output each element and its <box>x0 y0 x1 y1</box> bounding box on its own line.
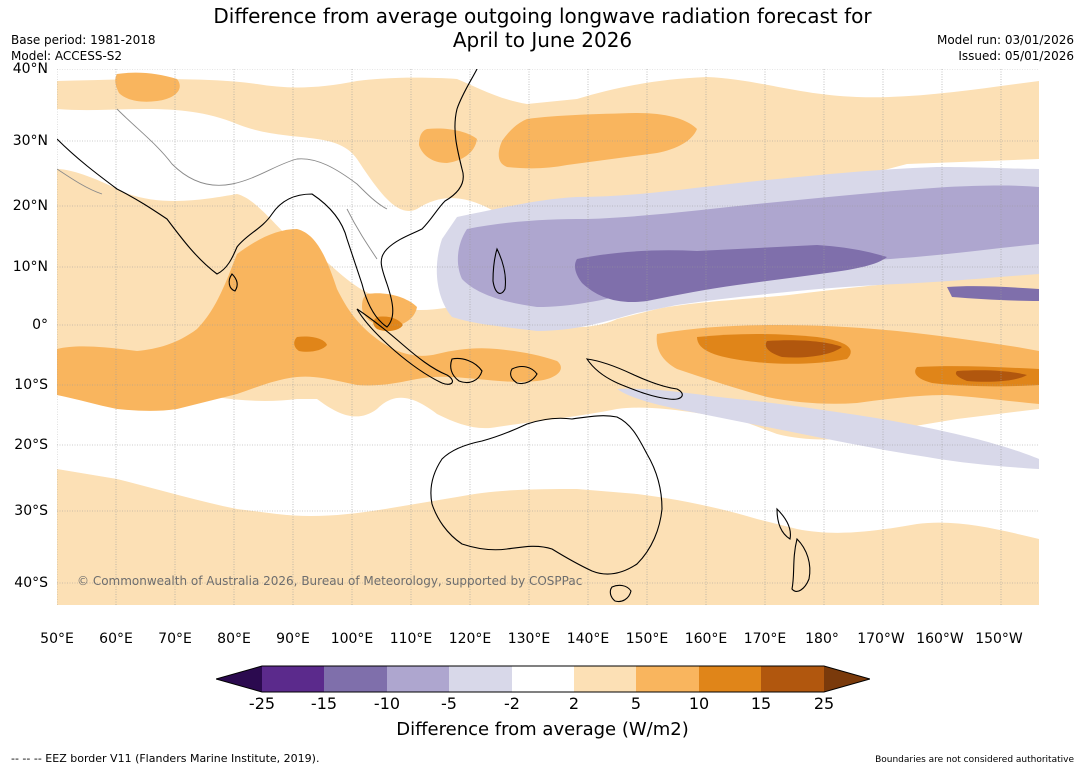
colorbar-tick: -10 <box>373 694 401 713</box>
lon-label: 170°E <box>743 631 787 647</box>
lon-label: 130°E <box>507 631 551 647</box>
meta-left: Base period: 1981-2018 Model: ACCESS-S2 <box>11 32 156 64</box>
lon-label: 150°W <box>975 631 1023 647</box>
colorbar-swatch <box>324 666 387 692</box>
colorbar-outline <box>216 665 870 693</box>
gridlines <box>57 69 1039 605</box>
colorbar-tick: -5 <box>441 694 457 713</box>
lon-label: 50°E <box>40 631 74 647</box>
colorbar-swatch <box>387 666 449 692</box>
lon-label: 110°E <box>389 631 433 647</box>
lon-label: 180° <box>805 631 839 647</box>
colorbar-tick: 15 <box>750 694 772 713</box>
lon-label: 160°W <box>916 631 964 647</box>
colorbar-tick: -2 <box>504 694 520 713</box>
colorbar-swatch <box>699 666 761 692</box>
colorbar-tick: 5 <box>630 694 642 713</box>
colorbar-swatch <box>761 666 824 692</box>
lon-label: 70°E <box>158 631 192 647</box>
lon-label: 90°E <box>276 631 310 647</box>
map-area[interactable] <box>57 69 1039 605</box>
lat-label: 10°S <box>14 377 48 393</box>
positive-anomaly-very-strong <box>765 340 1027 382</box>
map-canvas <box>57 69 1039 605</box>
colorbar-swatch <box>262 666 324 692</box>
colorbar-extend-low <box>216 666 262 692</box>
title-line-2: April to June 2026 <box>452 28 633 52</box>
lon-label: 170°W <box>857 631 905 647</box>
lon-label: 80°E <box>217 631 251 647</box>
colorbar-title: Difference from average (W/m2) <box>396 719 689 740</box>
lon-label: 60°E <box>99 631 133 647</box>
colorbar-tick: -25 <box>248 694 276 713</box>
issued-date: Issued: 05/01/2026 <box>958 49 1074 63</box>
lat-label: 10°N <box>12 259 48 275</box>
political-borders <box>57 108 388 260</box>
lat-label: 40°S <box>14 575 48 591</box>
coastlines <box>57 69 811 603</box>
meta-right: Model run: 03/01/2026 Issued: 05/01/2026 <box>937 32 1074 64</box>
colorbar <box>216 665 870 693</box>
map-title: Difference from average outgoing longwav… <box>0 4 1085 52</box>
colorbar-swatch <box>512 666 574 692</box>
lat-label: 20°S <box>14 437 48 453</box>
positive-anomaly-medium <box>57 72 1039 411</box>
colorbar-tick: 10 <box>688 694 710 713</box>
model-run: Model run: 03/01/2026 <box>936 33 1074 47</box>
lat-label: 0° <box>32 317 48 333</box>
lon-label: 120°E <box>448 631 492 647</box>
model-name: Model: ACCESS-S2 <box>11 49 123 63</box>
colorbar-swatch <box>574 666 636 692</box>
copyright-notice: © Commonwealth of Australia 2026, Bureau… <box>77 574 583 588</box>
lat-label: 30°N <box>12 133 48 149</box>
lon-label: 140°E <box>566 631 610 647</box>
lat-label: 30°S <box>14 503 48 519</box>
lat-label: 40°N <box>12 61 48 77</box>
base-period: Base period: 1981-2018 <box>11 33 156 47</box>
colorbar-extend-high <box>824 666 870 692</box>
colorbar-tick: 25 <box>813 694 835 713</box>
negative-anomaly-strong <box>574 245 1039 303</box>
eez-border-note: -- -- -- EEZ border V11 (Flanders Marine… <box>11 752 320 765</box>
lon-label: 160°E <box>684 631 728 647</box>
boundaries-disclaimer: Boundaries are not considered authoritat… <box>875 755 1074 765</box>
lon-label: 100°E <box>330 631 374 647</box>
lon-label: 150°E <box>625 631 669 647</box>
colorbar-swatch <box>636 666 699 692</box>
colorbar-tick: -15 <box>310 694 338 713</box>
colorbar-tick: 2 <box>568 694 580 713</box>
title-line-1: Difference from average outgoing longwav… <box>213 4 872 28</box>
colorbar-swatch <box>449 666 512 692</box>
lat-label: 20°N <box>12 198 48 214</box>
